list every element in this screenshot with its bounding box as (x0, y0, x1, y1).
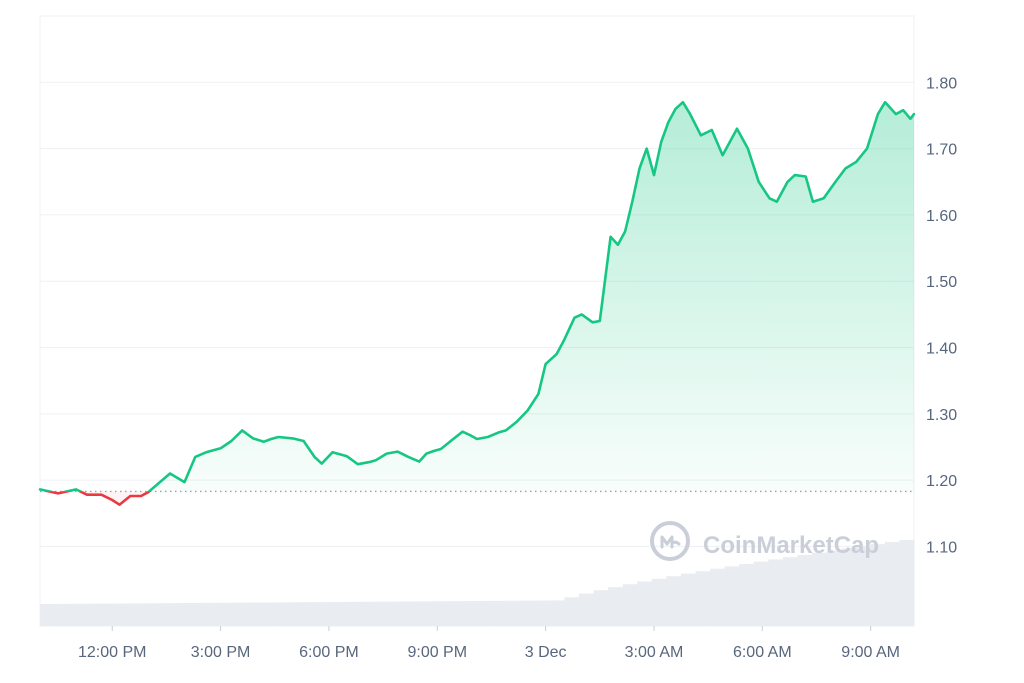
volume-bar (797, 554, 813, 626)
volume-bar (506, 600, 522, 626)
volume-bar (54, 603, 70, 626)
volume-bar (637, 581, 653, 626)
y-tick-label: 1.80 (926, 75, 957, 92)
volume-bar (477, 600, 493, 626)
volume-bar (418, 601, 434, 626)
volume-bar (782, 557, 799, 626)
volume-bar (724, 566, 740, 626)
y-tick-label: 1.40 (926, 341, 957, 358)
volume-bar (447, 601, 464, 626)
y-tick-label: 1.60 (926, 208, 957, 225)
volume-bar (229, 602, 245, 626)
x-tick-label: 6:00 AM (733, 644, 792, 661)
volume-bar (535, 600, 551, 626)
volume-bar (855, 546, 871, 626)
volume-bar (258, 602, 274, 626)
price-area-up (40, 102, 914, 492)
volume-bar (462, 601, 478, 626)
volume-bar (69, 603, 85, 626)
y-axis: 1.10 1.20 1.30 1.40 1.50 1.60 1.70 1.80 (926, 75, 957, 556)
x-tick-label: 3:00 PM (191, 644, 251, 661)
x-tick-label: 9:00 PM (407, 644, 467, 661)
x-tick-label: 12:00 PM (78, 644, 146, 661)
volume-bar (404, 601, 420, 626)
volume-bar (680, 573, 697, 626)
coinmarketcap-logo-icon (650, 521, 690, 561)
volume-bar (608, 587, 624, 626)
volume-bar (185, 602, 201, 626)
volume-bar (316, 602, 332, 626)
volume-bar (884, 542, 901, 626)
volume-bar (40, 604, 56, 626)
volume-bar (273, 602, 289, 626)
volume-bar (83, 603, 99, 626)
volume-bar (739, 564, 755, 626)
y-tick-label: 1.20 (926, 473, 957, 490)
volume-bar (666, 576, 682, 626)
volume-bar (564, 597, 580, 626)
volume-bar (433, 601, 449, 626)
volume-bar (826, 550, 842, 626)
volume-bar (841, 548, 857, 626)
watermark-text: CoinMarketCap (703, 532, 879, 559)
volume-bar (302, 602, 318, 626)
x-tick-label: 3:00 AM (625, 644, 684, 661)
volume-bar (549, 600, 565, 626)
volume-bar (622, 584, 638, 626)
volume-bar (331, 601, 347, 626)
volume-bar (141, 603, 158, 626)
price-line-up (38, 100, 916, 492)
volume-bar (243, 602, 260, 626)
watermark: CoinMarketCap (650, 521, 879, 561)
y-tick-label: 1.50 (926, 274, 957, 291)
x-tick-label: 9:00 AM (841, 644, 900, 661)
volume-bar (200, 602, 216, 626)
volume-bar (695, 571, 711, 626)
x-axis: 12:00 PM 3:00 PM 6:00 PM 9:00 PM 3 Dec 3:00 A… (78, 626, 900, 661)
volume-bar (520, 600, 536, 626)
volume-bar (345, 601, 362, 626)
volume-bar (491, 600, 507, 626)
x-tick-label: 6:00 PM (299, 644, 359, 661)
volume-bar (389, 601, 405, 626)
volume-bar (710, 568, 726, 626)
y-tick-label: 1.70 (926, 142, 957, 159)
volume-bar (753, 561, 769, 626)
volume-bar (768, 559, 784, 626)
volume-bars (40, 540, 915, 626)
volume-bar (360, 601, 376, 626)
volume-bar (651, 578, 667, 626)
price-area-down (49, 491, 150, 505)
volume-bar (287, 602, 303, 626)
volume-bar (156, 603, 172, 626)
x-tick-label: 3 Dec (525, 644, 567, 661)
volume-bar (112, 603, 128, 626)
volume-bar (578, 593, 595, 626)
volume-bar (127, 603, 143, 626)
volume-bar (214, 602, 230, 626)
y-tick-label: 1.30 (926, 407, 957, 424)
price-area (40, 102, 914, 505)
price-line (38, 100, 916, 506)
volume-bar (375, 601, 391, 626)
volume-bar (870, 544, 886, 626)
volume-bar (171, 603, 187, 626)
y-tick-label: 1.10 (926, 539, 957, 556)
volume-bar (98, 603, 114, 626)
volume-bar (812, 552, 828, 626)
volume-bar (899, 540, 915, 626)
volume-bar (593, 590, 609, 626)
